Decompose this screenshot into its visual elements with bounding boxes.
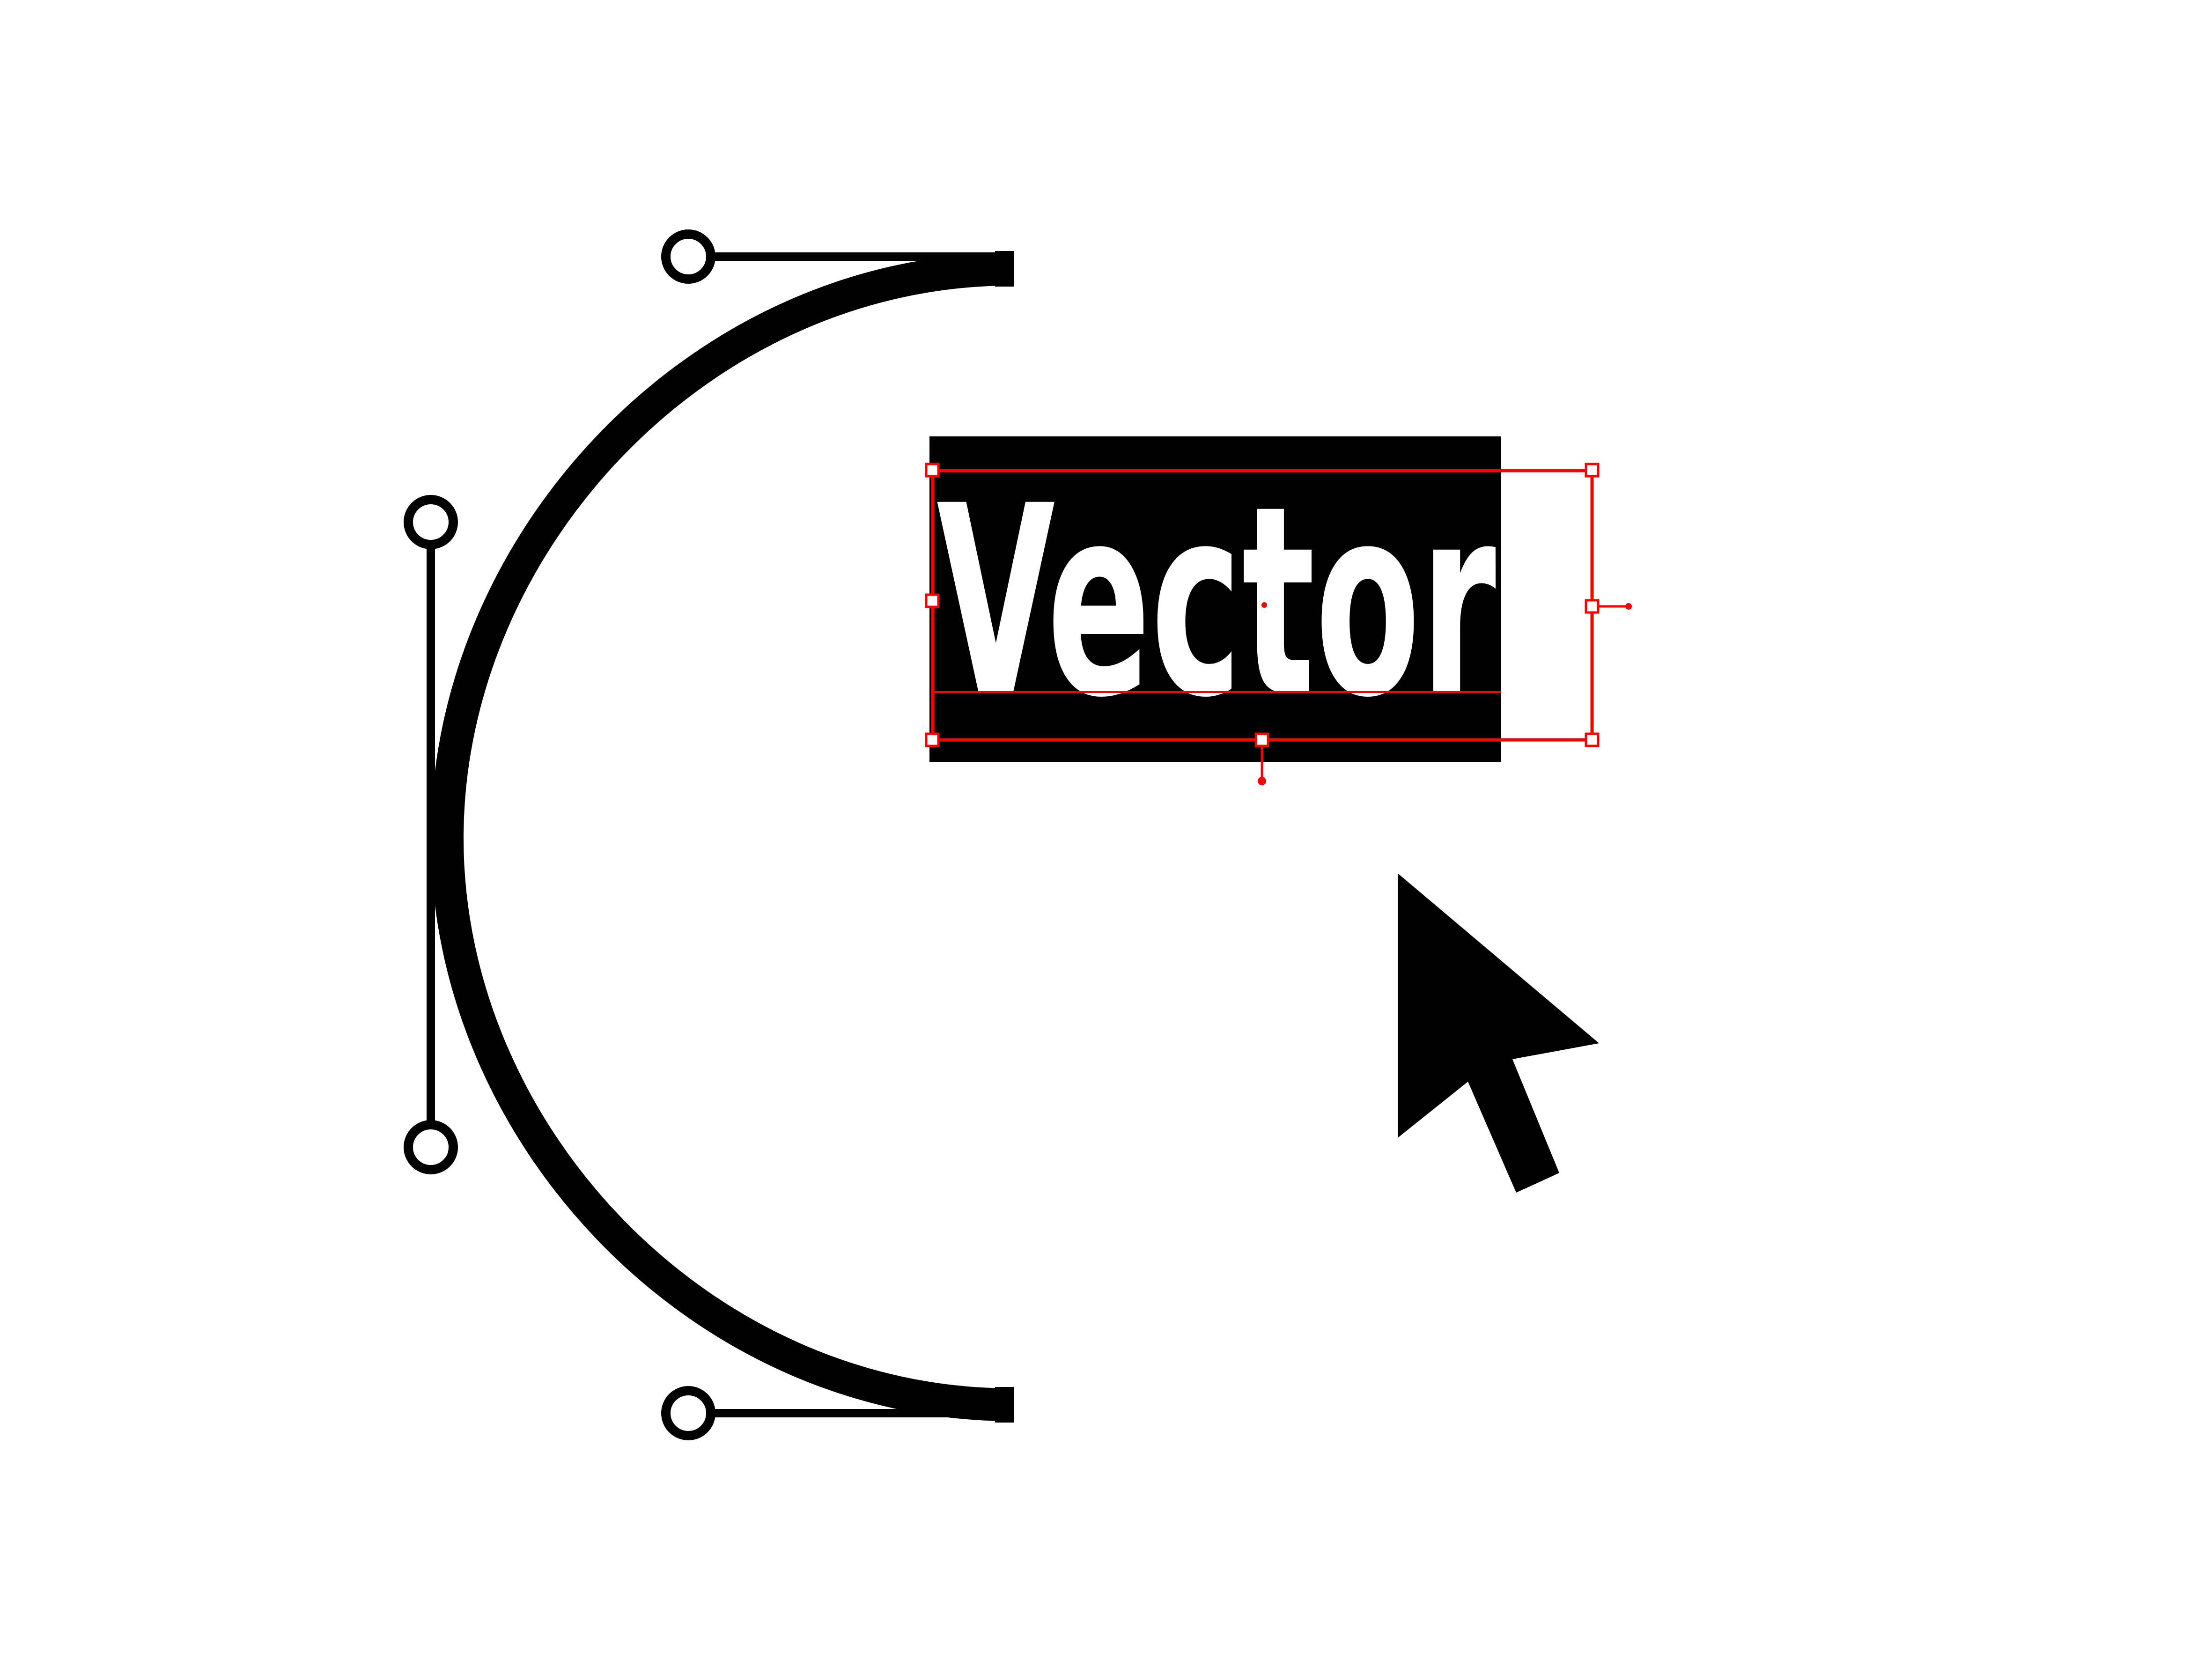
selection-center-dot (1261, 602, 1267, 608)
text-selection-box (925, 463, 1632, 785)
selection-handle-bottom (1254, 732, 1269, 747)
selection-handle-bottom-left (925, 732, 940, 747)
selection-handle-bottom-right (1585, 732, 1600, 747)
vector-word: Vector (936, 450, 1497, 755)
handle-point-top (661, 229, 715, 284)
selection-handle-top-left (925, 463, 940, 478)
vector-label-background (929, 436, 1501, 762)
selection-handle-left (925, 593, 940, 608)
bezier-path (430, 253, 1012, 1421)
selection-handle-top-right (1585, 463, 1600, 478)
selection-handle-right (1585, 599, 1600, 614)
mouse-pointer-icon (1398, 873, 1599, 1193)
bezier-curve-icon (404, 229, 1014, 1440)
handle-point-left-lower (404, 1120, 458, 1174)
handle-point-left-upper (404, 495, 458, 549)
handle-point-bottom (661, 1386, 715, 1440)
selection-bottom-handle-dot (1258, 777, 1266, 785)
vector-label: Vector (929, 436, 1501, 762)
selection-side-handle-dot (1625, 603, 1632, 610)
